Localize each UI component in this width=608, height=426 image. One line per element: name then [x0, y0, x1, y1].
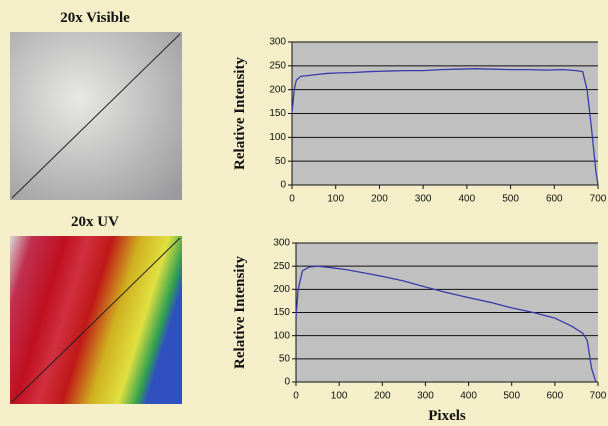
y-tick-label: 300 [273, 238, 290, 249]
profile-line [11, 237, 181, 403]
x-tick-label: 0 [293, 391, 299, 402]
x-tick-label: 600 [546, 194, 563, 205]
x-tick-label: 600 [547, 391, 564, 402]
y-tick-label: 200 [273, 284, 290, 295]
y-tick-label: 0 [284, 377, 290, 388]
y-axis-label: Relative Intensity [232, 57, 248, 170]
y-tick-label: 100 [273, 330, 290, 341]
y-tick-label: 250 [273, 261, 290, 272]
image-label: 20x UV [71, 214, 119, 230]
image-label: 20x Visible [60, 10, 130, 26]
y-tick-label: 200 [269, 84, 286, 95]
x-tick-label: 400 [460, 391, 477, 402]
y-axis-label: Relative Intensity [232, 256, 248, 369]
x-tick-label: 300 [417, 391, 434, 402]
y-tick-label: 50 [279, 353, 291, 364]
y-tick-label: 150 [269, 108, 286, 119]
data-line [295, 265, 597, 383]
x-axis-label: Pixels [428, 408, 466, 424]
x-tick-label: 100 [331, 391, 348, 402]
x-tick-label: 400 [459, 194, 476, 205]
y-tick-label: 50 [275, 156, 287, 167]
x-tick-label: 700 [590, 391, 607, 402]
y-tick-label: 300 [269, 37, 286, 48]
x-tick-label: 500 [502, 194, 519, 205]
x-tick-label: 100 [327, 194, 344, 205]
x-tick-label: 700 [590, 194, 607, 205]
x-tick-label: 200 [374, 391, 391, 402]
x-tick-label: 200 [371, 194, 388, 205]
y-tick-label: 150 [273, 307, 290, 318]
y-tick-label: 100 [269, 132, 286, 143]
y-tick-label: 0 [280, 180, 286, 191]
profile-line [11, 33, 181, 199]
y-tick-label: 250 [269, 60, 286, 71]
x-tick-label: 0 [289, 194, 295, 205]
data-line [291, 68, 599, 186]
x-tick-label: 500 [503, 391, 520, 402]
x-tick-label: 300 [415, 194, 432, 205]
